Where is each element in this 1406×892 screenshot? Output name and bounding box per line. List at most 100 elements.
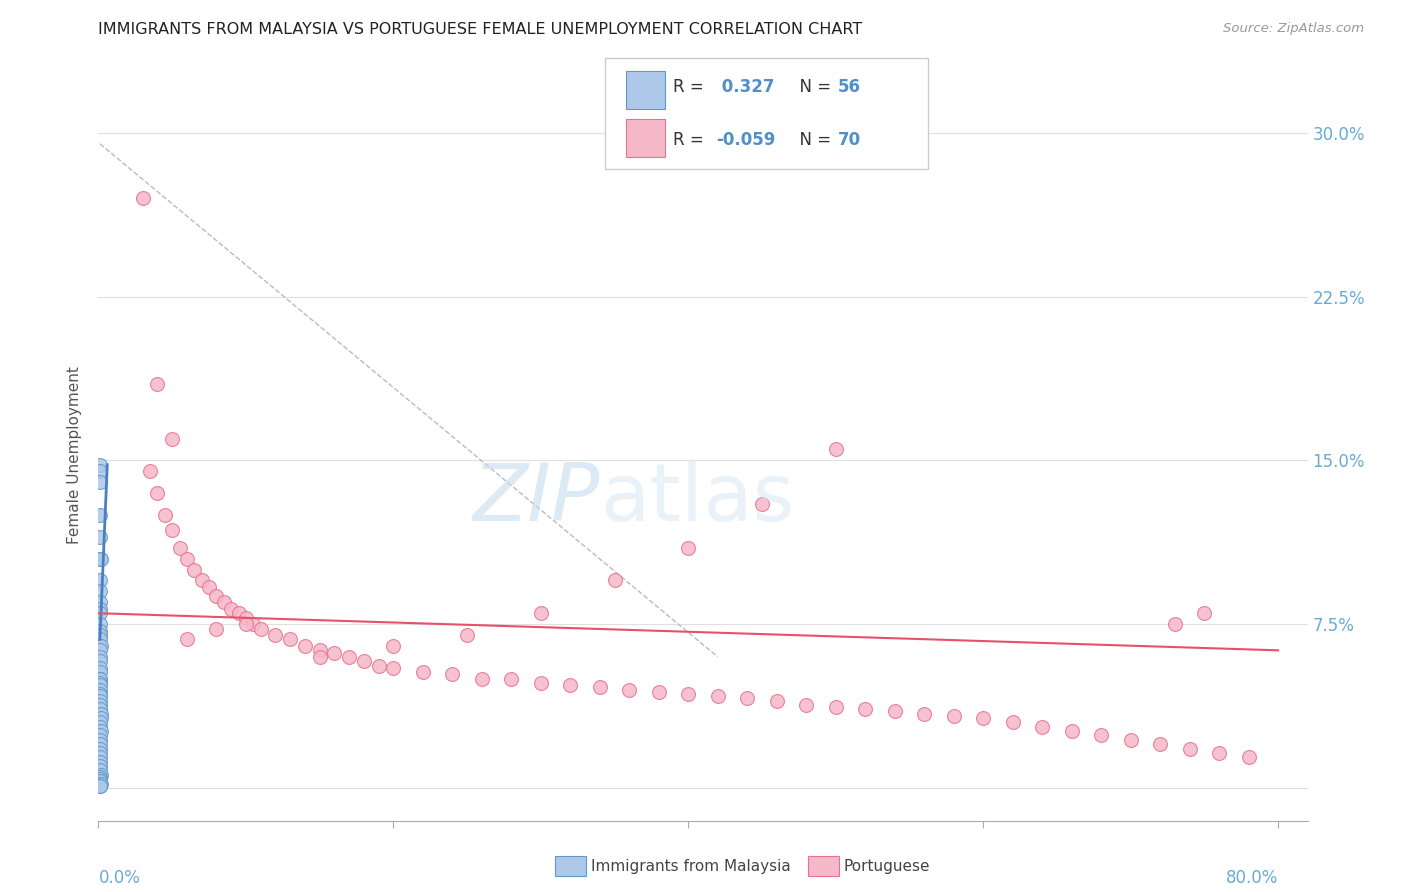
Point	[337, 649, 360, 664]
Point	[89, 737, 111, 751]
Point	[794, 698, 817, 712]
Point	[89, 715, 111, 730]
Point	[678, 687, 700, 701]
Point	[89, 776, 111, 790]
Point	[1194, 606, 1216, 620]
Point	[169, 541, 191, 555]
Point	[249, 622, 271, 636]
Point	[139, 464, 162, 478]
Point	[367, 658, 389, 673]
Point	[1031, 720, 1053, 734]
Point	[264, 628, 287, 642]
Point	[471, 672, 494, 686]
Text: Source: ZipAtlas.com: Source: ZipAtlas.com	[1223, 22, 1364, 36]
Point	[89, 759, 111, 773]
Point	[89, 606, 111, 620]
Text: N =: N =	[789, 78, 837, 96]
Text: IMMIGRANTS FROM MALAYSIA VS PORTUGUESE FEMALE UNEMPLOYMENT CORRELATION CHART: IMMIGRANTS FROM MALAYSIA VS PORTUGUESE F…	[98, 22, 863, 37]
Point	[1164, 617, 1187, 632]
Point	[90, 711, 112, 725]
Text: Portuguese: Portuguese	[844, 859, 931, 873]
Point	[90, 551, 112, 566]
Point	[183, 563, 205, 577]
Point	[441, 667, 464, 681]
Point	[90, 776, 112, 790]
Point	[176, 632, 198, 647]
Point	[1060, 724, 1083, 739]
Text: 0.0%: 0.0%	[98, 869, 141, 887]
Point	[1208, 746, 1230, 760]
Point	[89, 624, 111, 638]
Point	[323, 646, 346, 660]
Point	[501, 672, 523, 686]
Point	[235, 617, 257, 632]
Text: 80.0%: 80.0%	[1226, 869, 1278, 887]
Point	[89, 639, 111, 653]
Point	[603, 574, 626, 588]
Point	[382, 639, 405, 653]
Point	[219, 602, 242, 616]
Text: R =: R =	[673, 131, 710, 149]
Point	[89, 649, 111, 664]
Point	[883, 705, 905, 719]
Point	[190, 574, 212, 588]
Point	[942, 709, 965, 723]
Point	[89, 643, 111, 657]
Y-axis label: Female Unemployment: Female Unemployment	[67, 366, 83, 544]
Point	[89, 702, 111, 716]
Point	[765, 693, 787, 707]
Point	[242, 617, 264, 632]
Point	[824, 442, 846, 457]
Point	[89, 617, 111, 632]
Point	[89, 458, 111, 472]
Point	[382, 661, 405, 675]
Text: 70: 70	[838, 131, 860, 149]
Point	[146, 486, 169, 500]
Point	[89, 464, 111, 478]
Point	[89, 508, 111, 522]
Point	[90, 706, 112, 721]
Point	[89, 475, 111, 490]
Point	[824, 700, 846, 714]
Point	[89, 720, 111, 734]
Point	[89, 755, 111, 769]
Point	[89, 750, 111, 764]
Point	[853, 702, 876, 716]
Point	[89, 676, 111, 690]
Point	[530, 676, 553, 690]
Point	[294, 639, 316, 653]
Point	[89, 632, 111, 647]
Point	[160, 432, 183, 446]
Point	[972, 711, 994, 725]
Point	[176, 551, 198, 566]
Point	[89, 672, 111, 686]
Point	[1178, 741, 1201, 756]
Point	[706, 689, 728, 703]
Point	[619, 682, 641, 697]
Point	[678, 541, 700, 555]
Point	[89, 732, 111, 747]
Text: 56: 56	[838, 78, 860, 96]
Point	[89, 774, 111, 789]
Point	[89, 665, 111, 680]
Point	[89, 772, 111, 786]
Point	[89, 678, 111, 692]
Text: atlas: atlas	[600, 459, 794, 538]
Point	[90, 639, 112, 653]
Point	[89, 687, 111, 701]
Point	[198, 580, 221, 594]
Point	[212, 595, 235, 609]
Point	[1119, 732, 1142, 747]
Point	[89, 779, 111, 793]
Point	[89, 693, 111, 707]
Point	[735, 691, 758, 706]
Point	[308, 643, 330, 657]
Point	[131, 191, 153, 205]
Point	[89, 602, 111, 616]
Text: N =: N =	[789, 131, 837, 149]
Point	[153, 508, 176, 522]
Point	[90, 724, 112, 739]
Text: Immigrants from Malaysia: Immigrants from Malaysia	[591, 859, 790, 873]
Point	[89, 672, 111, 686]
Text: -0.059: -0.059	[716, 131, 775, 149]
